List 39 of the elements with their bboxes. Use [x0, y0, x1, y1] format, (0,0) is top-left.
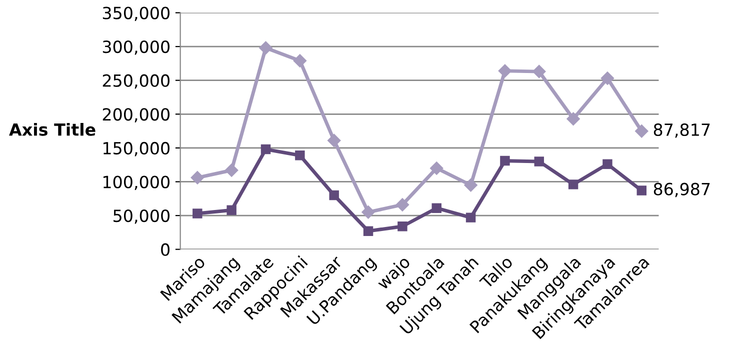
- point: [260, 144, 271, 154]
- point: [500, 156, 510, 166]
- y-tick-label: 350,000: [102, 6, 170, 22]
- point: [532, 64, 546, 78]
- point: [466, 212, 476, 222]
- point: [293, 54, 307, 68]
- point: [363, 226, 374, 236]
- y-tick-label: 300,000: [102, 40, 170, 55]
- point: [636, 186, 646, 196]
- point: [566, 112, 580, 126]
- point: [328, 134, 341, 148]
- point: [430, 162, 444, 175]
- point: [498, 64, 512, 78]
- y-tick-label: 200,000: [102, 108, 170, 122]
- y-tick-label: 250,000: [102, 74, 170, 89]
- point: [192, 208, 202, 218]
- y-tick-label: 150,000: [104, 142, 170, 156]
- point: [329, 190, 339, 200]
- annotation: 87,817: [654, 123, 710, 138]
- point: [602, 159, 612, 170]
- point: [190, 171, 204, 184]
- point: [464, 178, 478, 192]
- y-tick-label: 100,000: [104, 176, 170, 190]
- point: [600, 72, 614, 85]
- point: [635, 124, 648, 138]
- annotation: 86,987: [654, 182, 710, 198]
- point: [362, 206, 375, 219]
- point: [224, 164, 238, 177]
- point: [534, 156, 544, 166]
- y-tick-label: 50,000: [114, 210, 170, 224]
- point: [226, 205, 236, 215]
- point: [568, 180, 578, 190]
- point: [398, 221, 408, 232]
- point: [295, 150, 305, 160]
- y-tick-label: 0: [161, 243, 170, 256]
- point: [396, 198, 410, 212]
- y-axis-title: Axis Title: [9, 122, 96, 136]
- point: [432, 203, 442, 213]
- point: [259, 41, 272, 54]
